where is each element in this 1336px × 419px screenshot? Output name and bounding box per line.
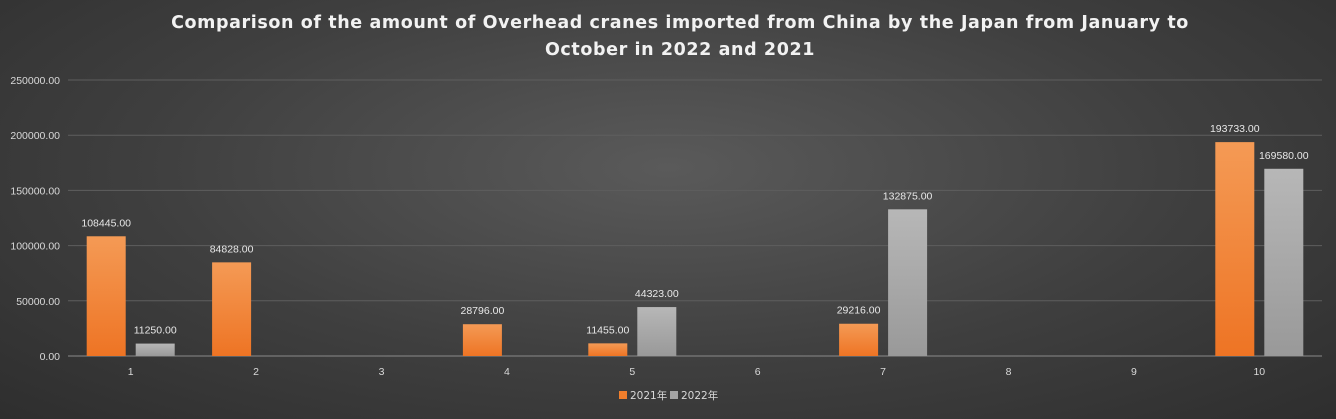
data-label: 84828.00 (210, 243, 254, 255)
data-label: 11250.00 (134, 325, 177, 337)
bar-2022年-5 (637, 307, 677, 356)
data-label: 11455.00 (586, 324, 629, 336)
x-tick-label: 3 (379, 366, 385, 378)
bar-2021年-2 (212, 262, 252, 356)
bar-2022年-1 (135, 343, 175, 356)
bar-2021年-4 (462, 324, 502, 356)
bars (86, 142, 1304, 356)
gridlines (68, 79, 1322, 357)
bar-2022年-7 (888, 209, 928, 356)
y-tick-label: 150000.00 (10, 185, 60, 197)
data-labels: 108445.00 11250.00 84828.00 28796.00 11455.0… (81, 123, 1308, 336)
x-tick-label: 2 (253, 366, 259, 378)
x-tick-label: 7 (880, 366, 886, 378)
legend-label: 2022年 (681, 389, 718, 402)
x-tick-label: 10 (1253, 366, 1265, 378)
y-axis: 0.00 50000.00 100000.00 150000.00 200000.00 2… (10, 75, 60, 363)
chart-title: Comparison of the amount of Overhead cra… (171, 13, 1189, 60)
x-tick-label: 6 (755, 366, 761, 378)
legend-swatch (619, 391, 627, 399)
data-label: 193733.00 (1210, 123, 1260, 135)
y-tick-label: 200000.00 (10, 130, 60, 142)
data-label: 29216.00 (837, 305, 881, 317)
legend-swatch (670, 391, 678, 399)
y-tick-label: 50000.00 (16, 296, 60, 308)
legend: 2021年 2022年 (619, 389, 718, 402)
bar-2021年-10 (1215, 142, 1255, 356)
bar-2022年-10 (1264, 168, 1304, 356)
x-tick-label: 8 (1006, 366, 1012, 378)
bar-2021年-5 (588, 343, 628, 356)
bar-2021年-1 (86, 236, 126, 356)
data-label: 44323.00 (635, 288, 679, 300)
x-tick-label: 1 (128, 366, 134, 378)
data-label: 132875.00 (883, 190, 933, 202)
y-tick-label: 100000.00 (10, 241, 60, 253)
legend-label: 2021年 (630, 389, 667, 402)
data-label: 169580.00 (1259, 150, 1309, 162)
y-tick-label: 250000.00 (10, 75, 60, 87)
data-label: 108445.00 (81, 217, 131, 229)
x-axis: 1 2 3 4 5 6 7 8 9 10 (128, 366, 1266, 378)
y-tick-label: 0.00 (40, 351, 61, 363)
bar-2021年-7 (839, 323, 879, 356)
x-tick-label: 9 (1131, 366, 1137, 378)
x-tick-label: 4 (504, 366, 510, 378)
x-tick-label: 5 (629, 366, 635, 378)
data-label: 28796.00 (461, 305, 505, 317)
